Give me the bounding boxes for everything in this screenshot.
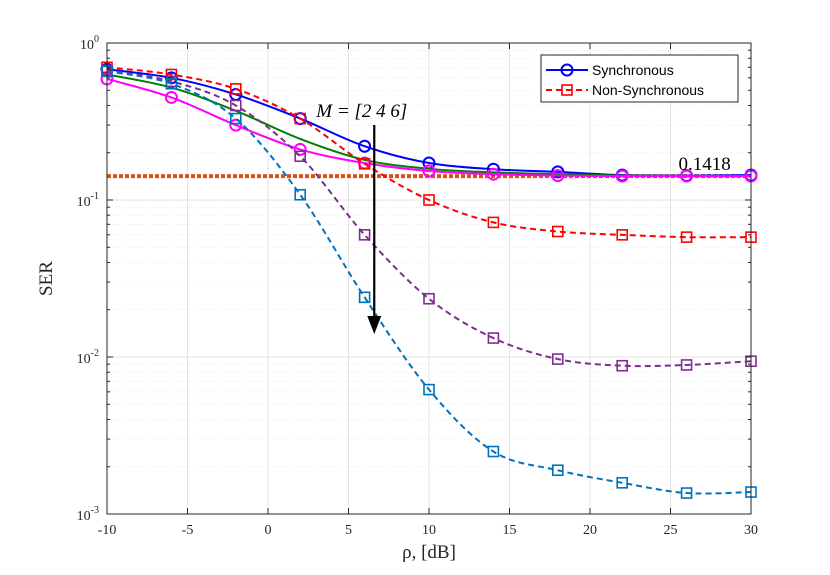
x-tick-label: 30 <box>744 523 758 538</box>
series-point-square <box>358 158 371 170</box>
series-point-square <box>423 292 435 305</box>
legend-marker-circle <box>560 63 574 77</box>
series-point-square <box>230 83 242 95</box>
series-point-square <box>358 291 371 304</box>
annotation-arrow-head <box>367 316 382 334</box>
annotations: M = [2 4 6] 0.1418 <box>315 101 731 334</box>
legend-marker-square <box>561 84 573 96</box>
series-point-square <box>294 150 307 163</box>
grid <box>106 43 752 515</box>
series-point-circle <box>615 169 629 183</box>
x-tick-label: 5 <box>345 523 352 538</box>
series-point-square <box>230 99 242 112</box>
series-point-square <box>551 225 564 238</box>
x-tick-label: 15 <box>503 523 517 538</box>
legend-label: Synchronous <box>592 62 674 78</box>
series-point-square <box>358 229 371 241</box>
series-point-square <box>230 112 242 125</box>
series-line-5 <box>106 69 752 368</box>
x-tick-label: 20 <box>583 523 597 538</box>
series-point-square <box>423 194 435 206</box>
series-point-square <box>551 353 564 365</box>
series-point-circle <box>551 169 565 183</box>
legend-label: Non-Synchronous <box>592 82 704 98</box>
series-point-square <box>680 359 693 371</box>
series-point-circle <box>164 90 178 104</box>
series-point-square <box>487 332 500 344</box>
tick-labels: -10 -5 0 5 10 15 20 25 30 100 10-1 10-2 10-3 <box>77 34 758 538</box>
x-tick-label: 25 <box>664 523 678 538</box>
series-point-circle <box>486 167 500 181</box>
series-point-square <box>294 112 307 125</box>
series-point-square <box>423 383 435 396</box>
x-tick-label: -10 <box>98 523 117 538</box>
y-tick-label: 10-1 <box>77 191 99 210</box>
series-point-square <box>294 188 307 201</box>
series-point-square <box>680 231 693 243</box>
series-point-circle <box>422 164 436 178</box>
series-point-square <box>616 359 629 372</box>
series-point-circle <box>358 139 372 153</box>
legend-box <box>540 54 739 103</box>
y-tick-label: 10-2 <box>77 348 99 367</box>
series-line-4 <box>106 66 752 239</box>
series-point-square <box>680 487 693 499</box>
x-tick-label: 0 <box>265 523 272 538</box>
y-tick-label: 10-3 <box>77 505 99 524</box>
series-point-square <box>487 216 500 229</box>
x-tick-label: -5 <box>182 523 194 538</box>
series-line-6 <box>106 70 752 495</box>
y-axis-label: SER <box>36 261 57 296</box>
series-point-circle <box>551 165 565 179</box>
series-point-square <box>165 77 178 90</box>
legend[interactable]: Synchronous Non-Synchronous <box>540 54 739 103</box>
series-point-square <box>616 477 629 489</box>
series-point-square <box>616 229 629 241</box>
x-axis-label: ρ, [dB] <box>402 542 456 563</box>
series-point-square <box>487 445 500 458</box>
series-point-circle <box>680 169 694 183</box>
annotation-ref-value: 0.1418 <box>679 154 731 175</box>
series-point-square <box>551 464 564 477</box>
series-line-3 <box>106 78 751 178</box>
y-tick-label: 100 <box>80 34 99 53</box>
x-tick-label: 10 <box>422 523 436 538</box>
annotation-m-label: M = [2 4 6] <box>315 101 407 122</box>
